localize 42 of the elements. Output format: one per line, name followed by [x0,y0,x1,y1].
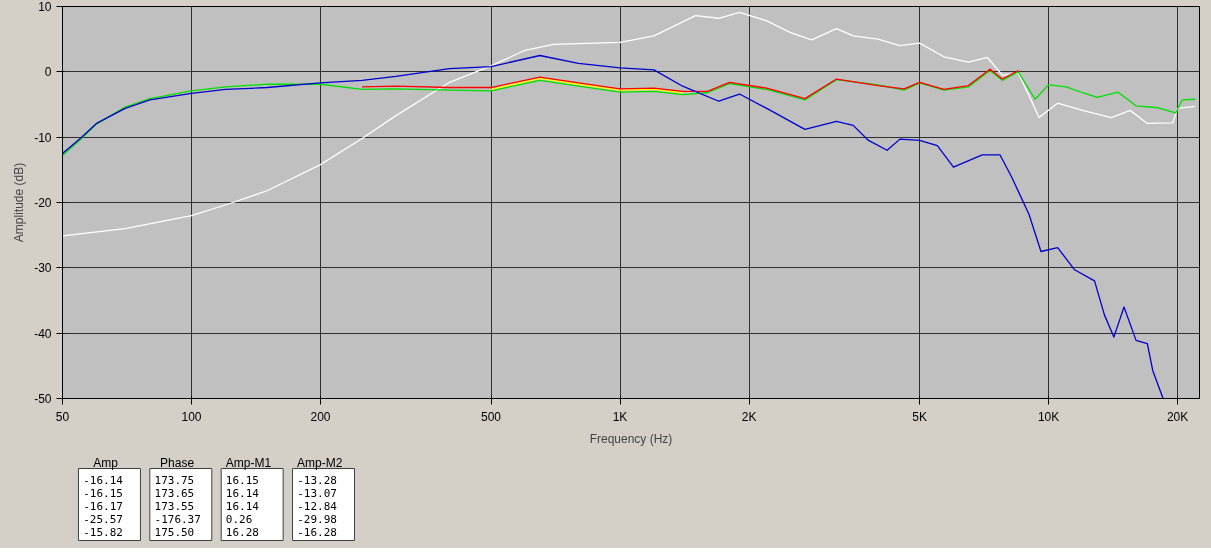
text: 173.65 [154,486,195,500]
text: 175.50 [154,525,195,539]
text: -25.57 [83,512,123,526]
text: Amp-M1 [225,455,272,470]
text: -16.28 [297,525,337,539]
x-axis-title: Frequency (Hz) [589,431,673,446]
y-tick-label: -10 [34,130,52,145]
x-tick-label: 10K [1037,409,1060,424]
x-tick-label: 50 [55,409,70,424]
text: Phase [160,455,195,470]
text: -16.15 [83,486,123,500]
x-tick-label: 5K [912,409,927,424]
y-tick-label: -30 [34,261,52,276]
text: -12.84 [297,499,338,513]
y-tick-label: -50 [34,392,52,406]
text: 16.28 [225,525,259,539]
text: 16.14 [225,486,260,500]
y-tick-label: 0 [44,65,52,80]
x-tick-label: 1K [612,409,628,424]
x-tick-label: 500 [481,409,502,424]
text: 0.26 [225,512,253,526]
y-tick-label: 10 [38,0,52,14]
x-tick-label: 2K [741,409,757,424]
text: 16.15 [225,473,259,487]
text: -13.07 [297,486,337,500]
y-axis-title: Amplitude (dB) [12,162,27,243]
text: 16.14 [225,499,260,513]
x-tick-label: 100 [181,409,202,424]
text: Amp [93,455,119,470]
text: Amp-M2 [297,455,343,470]
text: -15.82 [83,525,123,539]
text: 173.55 [154,499,195,513]
text: -29.98 [297,512,337,526]
y-tick-label: -20 [34,196,52,210]
x-tick-label: 20K [1166,409,1189,424]
x-tick-label: 200 [310,409,331,424]
text: -16.14 [83,473,124,487]
text: 173.75 [154,473,195,487]
text: -13.28 [297,473,337,487]
text: -16.17 [83,499,123,513]
text: -176.37 [154,512,201,526]
y-tick-label: -40 [34,326,52,341]
